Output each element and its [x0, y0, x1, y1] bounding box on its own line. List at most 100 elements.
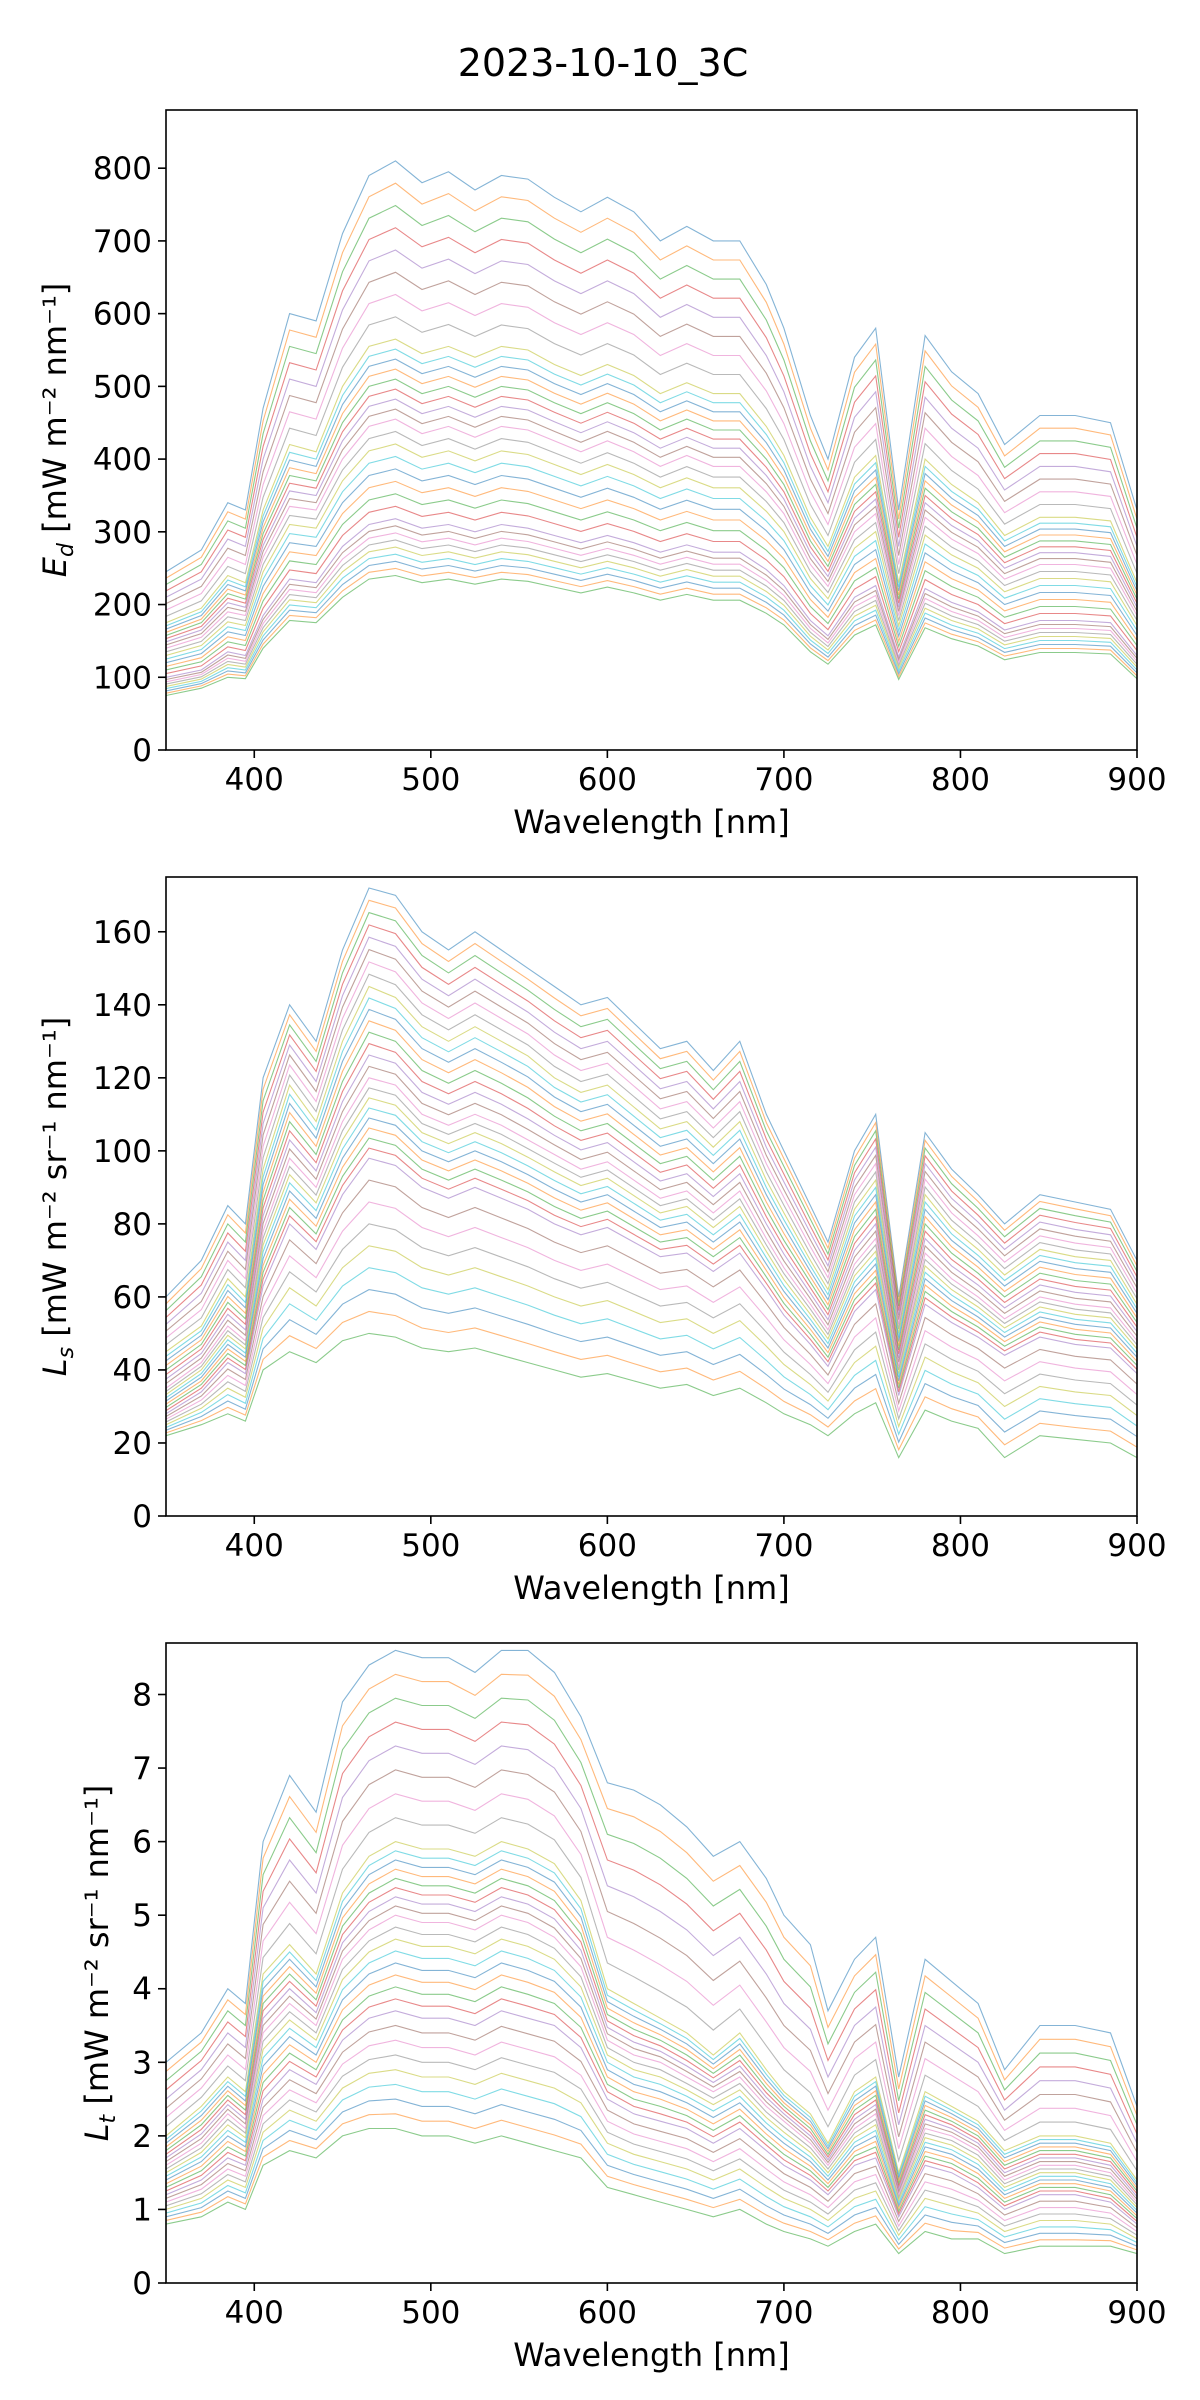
y-tick-label: 6 [132, 1825, 152, 1861]
series-line [166, 1008, 1137, 1362]
series-line [166, 2098, 1137, 2247]
figure-title: 2023-10-10_3C [458, 41, 749, 85]
x-tick-label: 800 [931, 762, 990, 798]
series-line [166, 899, 1137, 1305]
y-tick-label: 500 [93, 369, 152, 405]
series-line [166, 408, 1137, 646]
series-line [166, 525, 1137, 681]
series-line-5 [166, 1332, 1137, 1459]
x-tick-label: 600 [578, 2295, 637, 2331]
series-line [166, 271, 1137, 605]
y-tick-label: 100 [93, 660, 152, 696]
series-line [166, 1905, 1137, 2200]
series-line-2 [166, 1841, 1137, 2181]
series-line [166, 480, 1137, 667]
x-axis-label: Wavelength [nm] [513, 1569, 789, 1607]
series-line [166, 1673, 1137, 2116]
x-tick-label: 500 [401, 1528, 460, 1564]
y-tick-label: 0 [132, 733, 152, 769]
series-line [166, 973, 1137, 1346]
series-line-4 [166, 1157, 1137, 1415]
series-line [166, 358, 1137, 630]
series-line [166, 1127, 1137, 1405]
series-line [166, 1223, 1137, 1423]
series-line [166, 1201, 1137, 1420]
series-line [166, 546, 1137, 687]
series-line-1 [166, 160, 1137, 573]
series-line-2 [166, 985, 1137, 1353]
series-line [166, 1745, 1137, 2144]
y-tick-label: 140 [93, 988, 152, 1024]
series-line [166, 911, 1137, 1311]
subplot-2: 400 500 600 700 800 900 0 20 40 60 80 100 120 140 160 W… [36, 876, 1167, 1607]
x-tick-label: 700 [754, 762, 813, 798]
series-line [166, 1868, 1137, 2189]
series-line-3 [166, 1914, 1137, 2203]
x-tick-label: 800 [931, 2295, 990, 2331]
series-line [166, 1031, 1137, 1371]
series-line [166, 553, 1137, 690]
y-tick-label: 400 [93, 442, 152, 478]
y-tick-label: 3 [132, 2045, 152, 2081]
series-line [166, 1986, 1137, 2220]
series-group [166, 887, 1137, 1459]
y-tick-label: 120 [93, 1061, 152, 1097]
y-tick-label: 600 [93, 297, 152, 333]
series-line [166, 1042, 1137, 1375]
series-line [166, 430, 1137, 653]
series-line [166, 1245, 1137, 1429]
series-line [166, 936, 1137, 1325]
series-line-2 [166, 338, 1137, 624]
series-line [166, 2083, 1137, 2243]
series-line [166, 1877, 1137, 2192]
series-line [166, 1697, 1137, 2126]
y-tick-label: 20 [113, 1426, 152, 1462]
series-line [166, 468, 1137, 664]
y-tick-label: 300 [93, 515, 152, 551]
x-tick-label: 600 [578, 1528, 637, 1564]
series-line [166, 1137, 1137, 1408]
series-line-1 [166, 1649, 1137, 2107]
y-tick-label: 5 [132, 1898, 152, 1934]
plot-frame [165, 876, 1138, 1517]
series-group [166, 160, 1137, 697]
series-line [166, 1147, 1137, 1412]
series-line [166, 2039, 1137, 2232]
series-line [166, 1087, 1137, 1392]
x-tick-label: 600 [578, 762, 637, 798]
series-line [166, 378, 1137, 637]
y-tick-label: 0 [132, 1499, 152, 1535]
series-line [166, 1950, 1137, 2211]
series-line [166, 1926, 1137, 2206]
x-tick-label: 500 [401, 2295, 460, 2331]
series-line [166, 1289, 1137, 1444]
subplot-1: 400 500 600 700 800 900 0 100 200 300 400 500 600 700… [36, 109, 1167, 841]
y-axis-label: Ls [mW m⁻² sr⁻¹ nm⁻¹] [36, 1017, 79, 1376]
series-line [166, 316, 1137, 617]
series-line [166, 1721, 1137, 2135]
series-line [166, 2069, 1137, 2240]
series-line [166, 567, 1137, 694]
series-line [166, 1769, 1137, 2153]
series-line [166, 1179, 1137, 1417]
y-tick-label: 2 [132, 2119, 152, 2155]
y-axis-label: Lt [mW m⁻² sr⁻¹ nm⁻¹] [78, 1785, 121, 2142]
series-line [166, 1962, 1137, 2214]
subplots: 400 500 600 700 800 9000100200300400500600700… [36, 109, 1167, 2374]
series-line [166, 443, 1137, 657]
y-tick-label: 100 [93, 1134, 152, 1170]
series-line [166, 1020, 1137, 1366]
series-line [166, 1097, 1137, 1396]
x-tick-label: 900 [1107, 2295, 1166, 2331]
series-line [166, 1998, 1137, 2222]
x-tick-label: 400 [225, 1528, 284, 1564]
series-line [166, 1310, 1137, 1452]
y-tick-label: 700 [93, 224, 152, 260]
series-line [166, 293, 1137, 611]
x-tick-label: 400 [225, 2295, 284, 2331]
series-line [166, 2024, 1137, 2229]
series-line [166, 1859, 1137, 2186]
series-group [166, 1649, 1137, 2255]
y-tick-label: 200 [93, 588, 152, 624]
series-line [166, 227, 1137, 592]
